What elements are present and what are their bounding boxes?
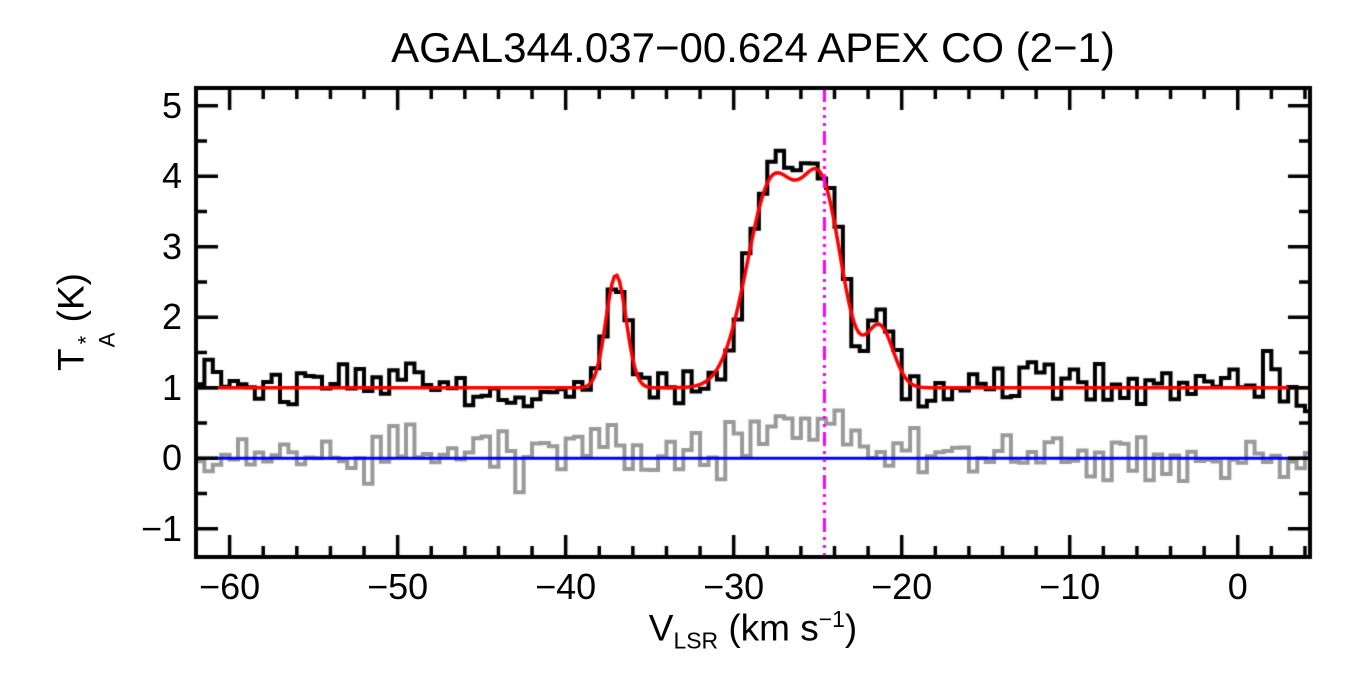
x-label-subscript: LSR: [673, 627, 719, 654]
y-label-supsub: * A: [73, 332, 120, 348]
x-tick-label: −10: [1039, 566, 1101, 607]
x-tick-label: −60: [199, 566, 261, 607]
x-tick-label: 0: [1227, 566, 1248, 607]
x-label-symbol: V: [648, 607, 674, 649]
x-label-close: ): [844, 607, 858, 649]
x-tick-label: −30: [703, 566, 765, 607]
y-tick-label: −1: [140, 507, 182, 549]
y-tick-label: 5: [161, 84, 182, 126]
y-tick-label: 0: [161, 437, 182, 479]
x-tick-label: −20: [871, 566, 933, 607]
x-label-units: (km s: [718, 607, 819, 649]
x-axis-label: VLSR (km s−1): [196, 606, 1310, 655]
y-tick-label: 2: [161, 296, 182, 338]
plot-title: AGAL344.037−00.624 APEX CO (2−1): [391, 24, 1115, 71]
y-label-symbol: T: [50, 348, 92, 372]
y-label-superscript: *: [73, 335, 99, 345]
y-label-subscript: A: [94, 332, 120, 348]
x-label-exponent: −1: [818, 606, 845, 632]
y-axis-label: T * A (K): [50, 272, 120, 372]
x-tick-label: −40: [535, 566, 597, 607]
y-label-units: (K): [50, 272, 92, 333]
y-tick-label: 3: [161, 225, 182, 267]
y-tick-label: 1: [161, 366, 182, 408]
y-tick-label: 4: [161, 155, 182, 197]
x-tick-label: −50: [367, 566, 429, 607]
